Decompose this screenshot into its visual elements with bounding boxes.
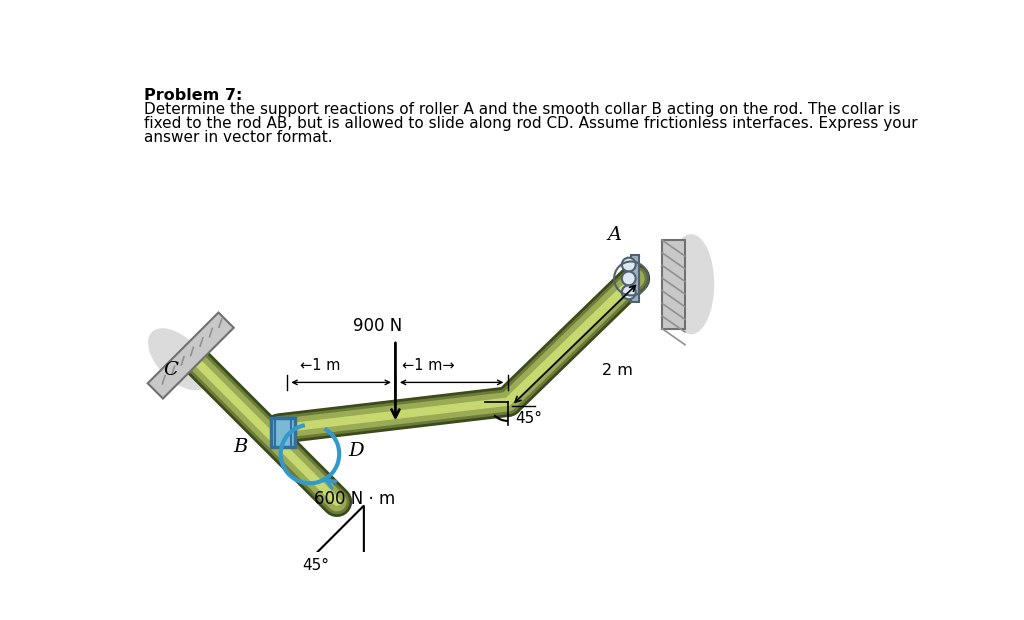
Text: ←1 m: ←1 m: [300, 358, 340, 373]
Text: A: A: [608, 226, 623, 244]
Circle shape: [622, 285, 636, 299]
Text: Problem 7:: Problem 7:: [144, 88, 243, 104]
Text: 45°: 45°: [515, 411, 543, 426]
Text: C: C: [164, 361, 178, 379]
Polygon shape: [662, 240, 685, 329]
Text: Determine the support reactions of roller A and the smooth collar B acting on th: Determine the support reactions of rolle…: [144, 102, 901, 117]
Bar: [631, 255, 639, 301]
Polygon shape: [147, 312, 233, 399]
Text: B: B: [233, 438, 248, 456]
Text: 2 m: 2 m: [602, 363, 633, 378]
Text: fixed to the rod AB, but is allowed to slide along rod CD. Assume frictionless i: fixed to the rod AB, but is allowed to s…: [144, 116, 919, 131]
Text: 600 N · m: 600 N · m: [313, 490, 395, 508]
Ellipse shape: [668, 234, 714, 334]
Text: 45°: 45°: [302, 557, 330, 572]
Text: answer in vector format.: answer in vector format.: [144, 130, 333, 145]
Text: 900 N: 900 N: [353, 317, 402, 335]
Ellipse shape: [148, 328, 210, 391]
Circle shape: [622, 272, 636, 285]
Bar: [271, 418, 295, 447]
Text: D: D: [348, 441, 365, 459]
Text: ←1 m→: ←1 m→: [401, 358, 455, 373]
Circle shape: [622, 258, 636, 272]
